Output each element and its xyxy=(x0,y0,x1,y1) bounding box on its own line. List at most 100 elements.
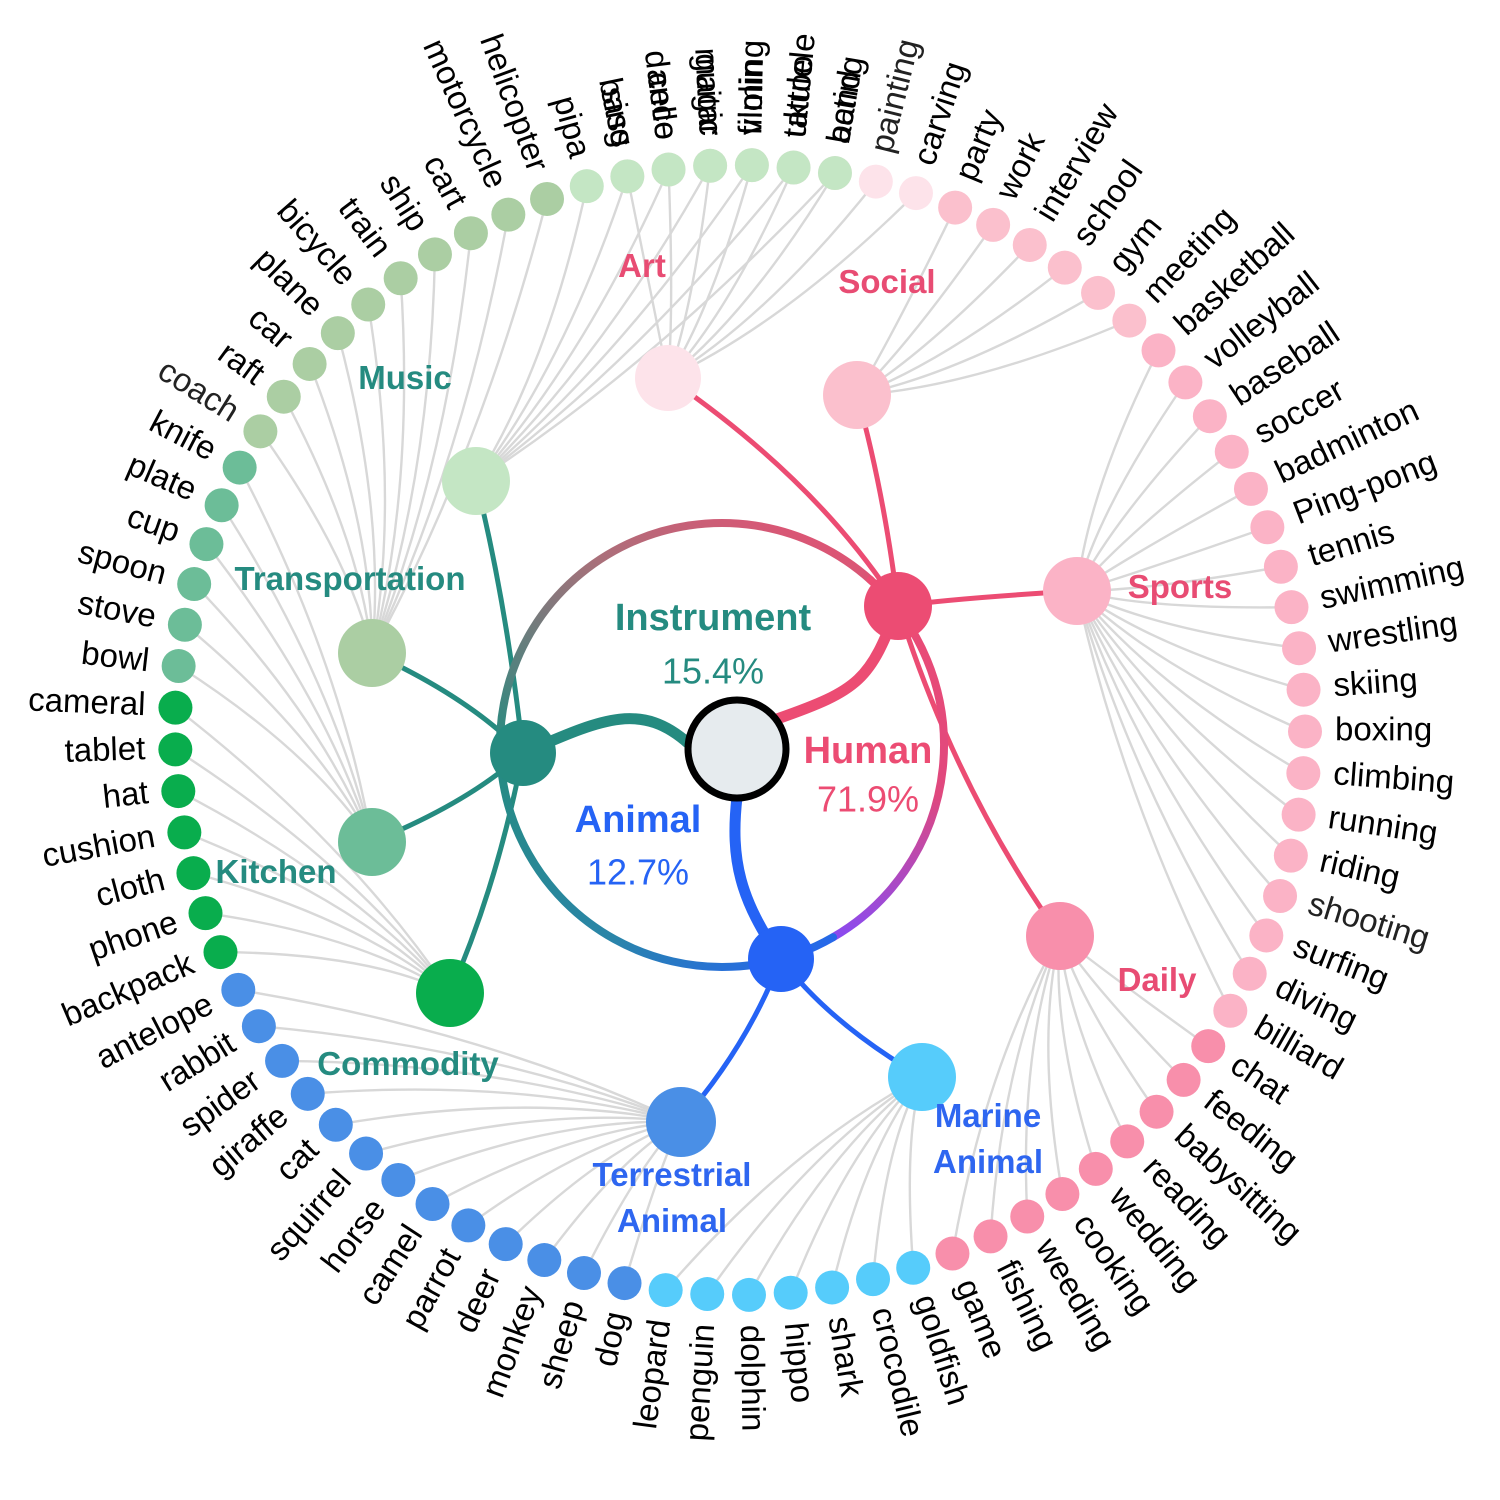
leaf-node xyxy=(221,972,256,1007)
leaf-node xyxy=(1214,434,1249,469)
leaf-node xyxy=(491,197,526,232)
leaf-node xyxy=(938,190,973,225)
leaf-node xyxy=(415,1187,450,1222)
leaf-node xyxy=(1081,275,1116,310)
leaf-node xyxy=(651,152,686,187)
leaf-node xyxy=(1012,227,1047,262)
leaf-node xyxy=(776,150,811,185)
leaf-node xyxy=(349,1136,384,1171)
leaf-edge xyxy=(475,166,795,482)
root-ring-arc xyxy=(496,519,875,757)
leaf-node xyxy=(177,567,212,602)
category-label-art: Art xyxy=(618,247,666,284)
leaf-node xyxy=(1233,471,1268,506)
root-label-human: Human xyxy=(804,730,933,772)
leaf-edge xyxy=(475,172,836,483)
leaf-node xyxy=(383,261,418,296)
leaf-edge xyxy=(258,1025,682,1124)
leaf-node xyxy=(569,169,604,204)
leaf-label: band xyxy=(819,68,868,147)
category-node-terrestrial xyxy=(646,1087,716,1157)
leaf-node xyxy=(607,1266,642,1301)
leaf-nodes xyxy=(158,148,1322,1312)
category-node-music xyxy=(442,447,510,515)
leaf-label: dolphin xyxy=(734,1325,773,1432)
leaf-node xyxy=(1250,510,1285,545)
category-label-marine: Marine Animal xyxy=(933,1097,1043,1180)
leaf-node xyxy=(1191,1029,1226,1064)
leaf-node xyxy=(858,164,893,199)
leaf-edge xyxy=(370,198,549,654)
leaf-label: running xyxy=(1326,798,1440,851)
leaf-node xyxy=(1110,1124,1145,1159)
leaf-edge xyxy=(475,169,670,482)
leaf-edge xyxy=(370,214,510,654)
leaf-node xyxy=(1263,549,1298,584)
root-label-animal: Animal xyxy=(575,799,702,841)
leaf-node xyxy=(167,815,202,850)
root-node-instrument xyxy=(490,720,556,786)
leaf-label: penguin xyxy=(677,1323,721,1442)
leaf-node xyxy=(1281,797,1316,832)
category-label-social: Social xyxy=(838,263,935,300)
root-label-instrument: Instrument xyxy=(615,597,812,639)
leaf-node xyxy=(1282,631,1317,666)
category-label-kitchen: Kitchen xyxy=(215,853,336,890)
leaf-node xyxy=(898,176,933,211)
leaf-node xyxy=(320,316,355,351)
leaf-edge xyxy=(365,1116,682,1155)
leaf-edge xyxy=(335,1106,682,1126)
category-label-sports: Sports xyxy=(1128,568,1233,605)
leaf-node xyxy=(203,935,238,970)
leaf-node xyxy=(734,148,769,183)
leaf-node xyxy=(973,1219,1008,1254)
root-node-animal xyxy=(748,926,814,992)
leaf-node xyxy=(417,237,452,272)
leaf-node xyxy=(318,1107,353,1142)
leaf-edge xyxy=(238,988,682,1124)
leaf-edge xyxy=(1075,590,1251,975)
leaf-edge xyxy=(205,543,374,843)
leaf-label: magic xyxy=(688,47,730,137)
leaf-node xyxy=(488,1227,523,1262)
leaf-edge xyxy=(177,665,374,843)
leaf-edge xyxy=(1075,590,1232,1012)
leaf-edge xyxy=(336,332,377,654)
category-label-music: Music xyxy=(358,359,452,396)
leaf-node xyxy=(241,1009,276,1044)
leaf-edge xyxy=(370,254,437,654)
leaf-node xyxy=(222,450,257,485)
leaf-node xyxy=(1139,1094,1174,1129)
leaf-label: cello xyxy=(641,70,686,142)
leaf-edge xyxy=(951,935,1062,1254)
leaf-node xyxy=(1168,365,1203,400)
leaf-node xyxy=(1286,672,1321,707)
leaf-edge xyxy=(370,278,406,654)
leaf-node xyxy=(189,527,224,562)
leaf-edge xyxy=(193,583,374,843)
leaf-edge xyxy=(474,185,588,482)
leaf-node xyxy=(1045,1176,1080,1211)
category-link xyxy=(895,605,1063,938)
leaf-node xyxy=(1213,993,1248,1028)
root-percent-human: 71.9% xyxy=(817,779,919,820)
leaf-node xyxy=(158,732,193,767)
leaf-node xyxy=(896,1250,931,1285)
leaf-node xyxy=(1078,1151,1113,1186)
category-label-commodity: Commodity xyxy=(317,1045,499,1082)
leaf-edge xyxy=(1075,590,1268,937)
leaf-node xyxy=(167,607,202,642)
category-label-terrestrial: Terrestrial Animal xyxy=(593,1156,752,1239)
leaf-edge xyxy=(370,233,473,654)
leaf-label: bass xyxy=(592,74,642,150)
leaf-node xyxy=(176,856,211,891)
leaf-edge xyxy=(1075,590,1292,857)
leaf-node xyxy=(1273,838,1308,873)
category-nodes xyxy=(338,345,1111,1157)
leaf-node xyxy=(1263,879,1298,914)
leaf-node xyxy=(265,1043,300,1078)
leaf-node xyxy=(1166,1062,1201,1097)
leaf-node xyxy=(158,690,193,725)
